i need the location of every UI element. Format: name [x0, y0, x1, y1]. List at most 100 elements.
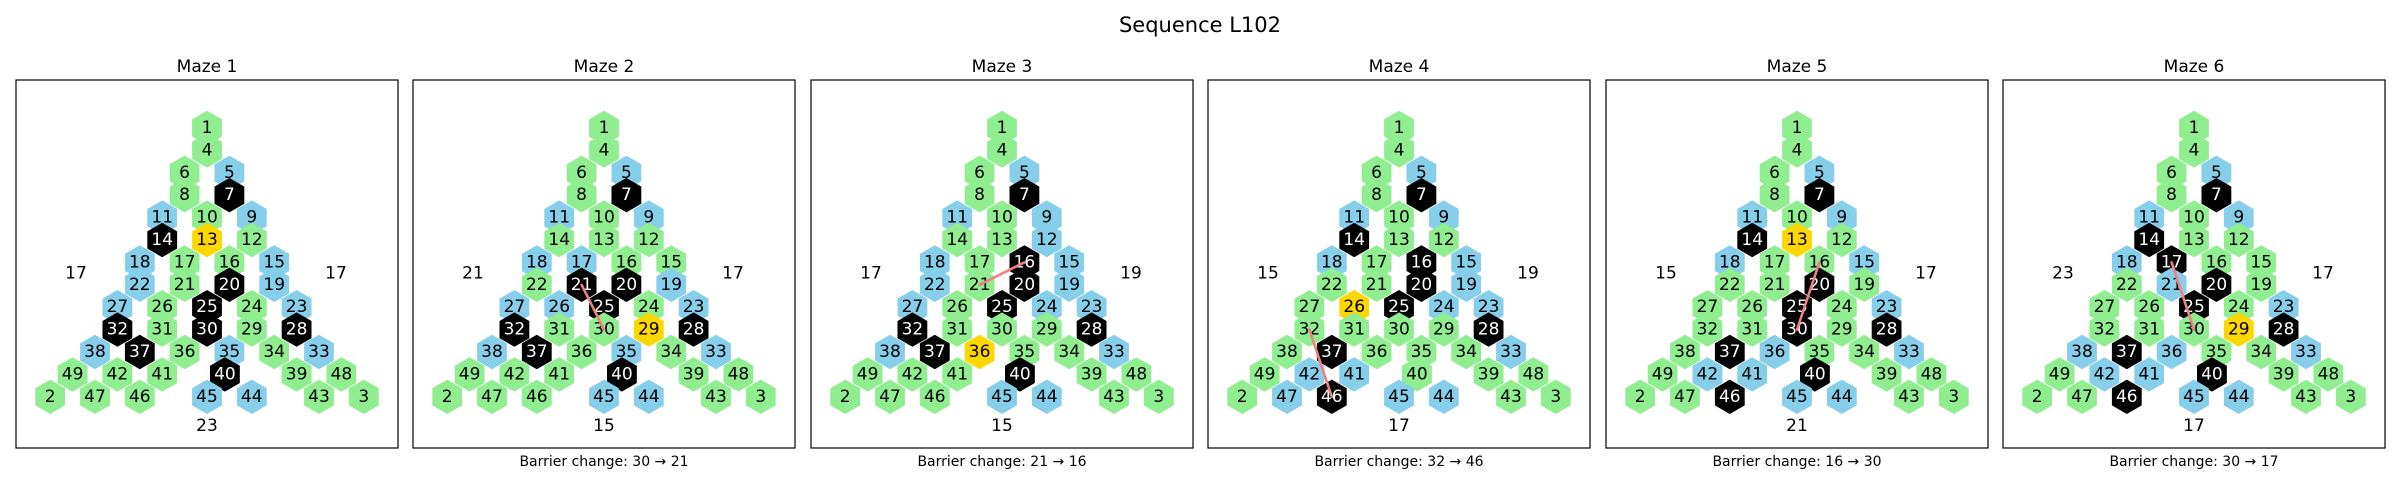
cell-hexagon	[1428, 379, 1459, 414]
cell-number: 1	[202, 118, 213, 138]
cell-number: 13	[1786, 230, 1808, 250]
cell-hexagon	[897, 290, 928, 325]
cell-number: 34	[660, 342, 682, 362]
cell-number: 39	[1478, 364, 1500, 384]
cell-number: 46	[526, 387, 548, 407]
maze-cell-2: 2	[830, 379, 861, 414]
maze-cell-4: 4	[589, 133, 619, 168]
cell-hexagon	[1031, 312, 1062, 347]
cell-hexagon	[1054, 245, 1085, 280]
cell-hexagon	[1076, 357, 1107, 392]
maze-cell-44: 44	[236, 379, 267, 414]
cell-number: 5	[2211, 163, 2222, 183]
cell-hexagon	[678, 357, 709, 392]
maze-cell-42: 42	[1294, 357, 1325, 392]
cell-hexagon	[566, 245, 597, 280]
cell-hexagon	[2111, 245, 2142, 280]
cell-number: 41	[1343, 364, 1365, 384]
cell-number: 45	[1388, 387, 1410, 407]
maze-cell-10: 10	[987, 200, 1017, 235]
cell-hexagon	[2067, 379, 2097, 414]
cell-number: 25	[1388, 297, 1410, 317]
cell-hexagon	[589, 379, 619, 414]
maze-cell-44: 44	[633, 379, 664, 414]
cell-hexagon	[2179, 222, 2209, 258]
cell-number: 27	[902, 297, 924, 317]
maze-cell-24: 24	[236, 290, 267, 325]
cell-number: 1	[1394, 118, 1405, 138]
cell-number: 32	[1697, 320, 1719, 340]
cell-hexagon	[1714, 267, 1745, 302]
cell-hexagon	[1227, 379, 1258, 414]
cell-number: 38	[1674, 342, 1696, 362]
barrier-line	[1795, 261, 1821, 331]
maze-cell-14: 14	[544, 222, 575, 258]
maze-cell-26: 26	[147, 290, 178, 325]
maze-cell-20: 20	[1009, 267, 1040, 302]
cell-number: 26	[946, 297, 968, 317]
cell-number: 39	[286, 364, 308, 384]
cell-number: 32	[902, 320, 924, 340]
cell-hexagon	[124, 245, 155, 280]
cell-number: 29	[1433, 320, 1455, 340]
cell-number: 11	[1343, 208, 1365, 228]
barrier-line	[580, 283, 606, 331]
maze-cell-39: 39	[1076, 357, 1107, 392]
cell-hexagon	[2134, 200, 2165, 235]
cell-hexagon	[102, 357, 133, 392]
cell-number: 37	[924, 342, 946, 362]
cell-number: 16	[616, 252, 638, 272]
maze-cell-6: 6	[1361, 155, 1392, 190]
maze-cell-43: 43	[1894, 379, 1924, 414]
cell-hexagon	[678, 312, 709, 347]
cell-number: 32	[2094, 320, 2116, 340]
maze-cell-9: 9	[236, 200, 267, 235]
cell-number: 18	[129, 252, 151, 272]
maze-cell-48: 48	[1916, 357, 1947, 392]
cell-hexagon	[147, 200, 178, 235]
cell-number: 33	[1103, 342, 1125, 362]
cell-number: 17	[1366, 252, 1388, 272]
cell-number: 23	[1081, 297, 1103, 317]
cell-hexagon	[1496, 334, 1526, 370]
cell-number: 8	[2166, 185, 2177, 205]
cell-hexagon	[1692, 357, 1723, 392]
cell-number: 43	[1103, 387, 1125, 407]
maze-cell-14: 14	[942, 222, 973, 258]
cell-hexagon	[1361, 267, 1392, 302]
cell-hexagon	[80, 334, 110, 370]
cell-hexagon	[919, 334, 950, 370]
cell-hexagon	[2179, 200, 2209, 235]
maze-cell-30: 30	[192, 312, 222, 347]
cell-number: 8	[1371, 185, 1382, 205]
cell-number: 5	[1814, 163, 1825, 183]
maze-cell-11: 11	[1339, 200, 1370, 235]
cell-number: 36	[174, 342, 196, 362]
maze-cell-35: 35	[214, 334, 245, 370]
cell-number: 22	[1321, 275, 1343, 295]
cell-hexagon	[1782, 290, 1812, 325]
maze-title: Maze 2	[574, 57, 635, 77]
maze-cell-38: 38	[80, 334, 110, 370]
maze-cell-10: 10	[1384, 200, 1414, 235]
maze-cell-20: 20	[214, 267, 245, 302]
maze-cell-41: 41	[147, 357, 178, 392]
cell-hexagon	[2335, 379, 2366, 414]
maze-cell-42: 42	[2089, 357, 2120, 392]
maze-cell-18: 18	[1316, 245, 1347, 280]
cell-hexagon	[2089, 357, 2120, 392]
cell-number: 26	[151, 297, 173, 317]
maze-cell-34: 34	[656, 334, 687, 370]
cell-hexagon	[2291, 334, 2321, 370]
cell-number: 12	[638, 230, 660, 250]
cell-number: 17	[1764, 252, 1786, 272]
cell-number: 31	[946, 320, 968, 340]
maze-cell-21: 21	[1759, 267, 1790, 302]
cell-number: 46	[924, 387, 946, 407]
cell-number: 44	[638, 387, 660, 407]
maze-cell-33: 33	[1099, 334, 1129, 370]
maze-cell-5: 5	[1009, 155, 1040, 190]
cell-number: 2	[840, 387, 851, 407]
cell-number: 18	[526, 252, 548, 272]
maze-cell-43: 43	[2291, 379, 2321, 414]
